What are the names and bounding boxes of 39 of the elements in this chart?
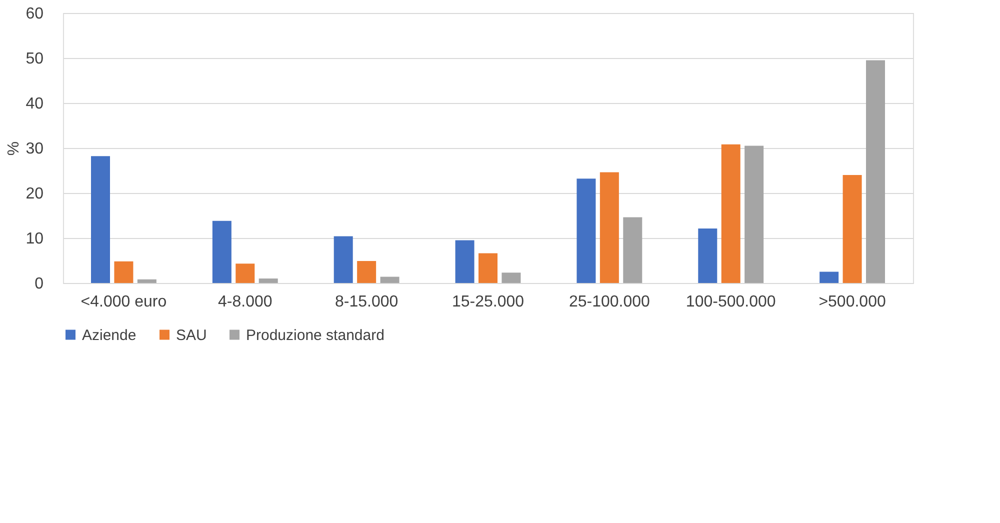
bar bbox=[91, 156, 110, 283]
bar bbox=[357, 260, 376, 283]
y-tick-label: 50 bbox=[26, 50, 44, 68]
bar bbox=[623, 217, 642, 283]
bar bbox=[478, 253, 498, 283]
bar bbox=[820, 272, 839, 283]
x-tick-label: 15-25.000 bbox=[452, 294, 524, 310]
bar bbox=[600, 172, 619, 283]
y-tick-label: 40 bbox=[26, 96, 44, 112]
legend-label: Produzione standard bbox=[246, 326, 384, 344]
bar bbox=[842, 175, 862, 283]
y-tick-label: 60 bbox=[26, 6, 44, 22]
y-tick-label: 10 bbox=[26, 230, 44, 248]
bar bbox=[576, 178, 596, 283]
bar bbox=[212, 220, 232, 283]
bar bbox=[721, 144, 740, 283]
x-tick-label: >500.000 bbox=[818, 294, 886, 310]
x-tick-label: 8-15.000 bbox=[334, 294, 398, 310]
bar bbox=[698, 228, 718, 283]
x-tick-label: 100-500.000 bbox=[686, 294, 776, 310]
bar bbox=[236, 264, 255, 283]
bar bbox=[334, 236, 353, 283]
x-tick-label: <4.000 euro bbox=[80, 294, 167, 310]
bar bbox=[380, 276, 400, 283]
y-axis-title: % bbox=[6, 141, 23, 156]
bar bbox=[137, 279, 156, 283]
bar bbox=[114, 261, 134, 283]
bar bbox=[866, 60, 885, 283]
bar bbox=[744, 146, 764, 283]
bar bbox=[502, 272, 521, 283]
bar bbox=[258, 278, 278, 283]
bar bbox=[455, 240, 474, 283]
legend-label: Aziende bbox=[82, 326, 136, 344]
y-tick-label: 20 bbox=[26, 186, 44, 202]
legend-label: SAU bbox=[176, 326, 207, 344]
x-tick-label: 25-100.000 bbox=[568, 294, 650, 310]
y-tick-label: 30 bbox=[26, 140, 44, 158]
y-tick-label: 0 bbox=[34, 276, 44, 292]
x-tick-label: 4-8.000 bbox=[218, 294, 272, 310]
